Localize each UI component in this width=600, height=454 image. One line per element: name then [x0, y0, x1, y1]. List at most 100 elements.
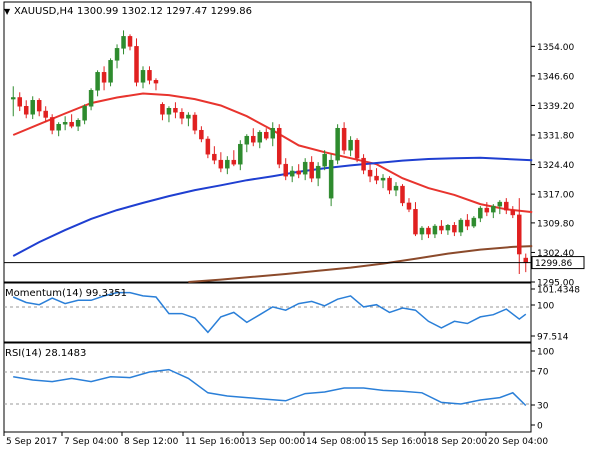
candle-bear [69, 121, 74, 127]
axis-tick-label: 100 [537, 302, 554, 312]
sma-blue-line [12, 156, 533, 257]
sma-red-line [12, 92, 533, 214]
price-tick-label: 1295.00 [537, 279, 574, 289]
candle-bear [205, 138, 211, 155]
candle-bear [153, 80, 159, 84]
price-tick-label: 1302.40 [537, 249, 574, 259]
price-tick-label: 1309.80 [537, 219, 574, 229]
candle-bear [517, 214, 522, 255]
candle-bull [322, 153, 327, 167]
candle-bull [56, 123, 61, 131]
axis-tick-label: 30 [537, 402, 549, 412]
candle-bear [296, 170, 301, 175]
chart-ohlc-label: 1300.99 1302.12 1297.47 1299.86 [77, 6, 252, 17]
time-tick-label: 15 Sep 16:00 [367, 437, 427, 447]
candle-bull [315, 165, 321, 179]
candle-bull [166, 108, 172, 115]
rsi-panel-frame [3, 342, 532, 433]
candle-bear [484, 207, 490, 213]
candle-bull [289, 170, 295, 177]
triangle-down-icon[interactable]: ▼ [4, 7, 11, 16]
time-tick-label: 8 Sep 12:00 [124, 437, 179, 447]
candle-bull [244, 135, 250, 145]
rsi-line [13, 368, 527, 407]
momentum-panel: 101.4348 100 97.514 [4, 286, 580, 343]
candle-bear [283, 163, 288, 177]
momentum-panel-frame [3, 282, 532, 343]
candle-bear [413, 209, 418, 235]
axis-tick-label: 97.514 [537, 333, 569, 343]
candle-bear [523, 257, 529, 263]
candle-bull [95, 72, 100, 91]
candle-bear [231, 159, 237, 165]
time-tick-label: 11 Sep 16:00 [185, 437, 245, 447]
candle-bull [270, 127, 275, 139]
candle-bear [426, 227, 431, 235]
candle-bear [49, 117, 55, 131]
candle-bull [302, 161, 308, 175]
candle-bear [400, 185, 405, 204]
candle-bull [445, 225, 451, 231]
price-tick-label: 1331.80 [537, 132, 574, 142]
candle-bull [478, 207, 483, 219]
candle-bull [121, 36, 126, 49]
time-tick-label: 14 Sep 08:00 [306, 437, 366, 447]
candle-bear [465, 219, 470, 227]
candle-bear [341, 127, 347, 151]
candle-bull [432, 225, 438, 235]
price-tick-label: 1324.40 [537, 161, 574, 171]
time-axis: 5 Sep 2017 7 Sep 04:00 8 Sep 12:00 11 Sep 1… [3, 432, 548, 447]
price-axis: 1354.00 1346.60 1339.20 1331.80 1324.40 1317.… [531, 43, 574, 289]
candle-bear [387, 177, 392, 191]
current-price-line: 1299.86 [4, 256, 585, 270]
candle-bear [192, 114, 198, 131]
candle-bull [75, 119, 81, 127]
candle-bear [147, 70, 152, 81]
candle-bull [328, 159, 334, 199]
candle-bear [439, 225, 444, 231]
candle-bull [491, 205, 496, 213]
candle-bull [380, 177, 386, 181]
candle-bull [393, 185, 399, 191]
momentum-line [12, 291, 527, 334]
candle-bull [10, 97, 16, 100]
axis-tick-label: 101.4348 [537, 286, 580, 296]
candle-bear [276, 127, 282, 165]
candle-bull [225, 159, 230, 169]
candle-bull [458, 219, 464, 233]
candle-bear [101, 72, 107, 83]
candle-bull [30, 100, 35, 115]
candle-bull [108, 60, 113, 83]
current-price-label: 1299.86 [535, 259, 572, 269]
candle-bull [348, 139, 353, 151]
current-price-tag [531, 256, 585, 270]
axis-tick-label: 70 [537, 368, 549, 378]
candle-bull [471, 217, 477, 227]
candle-bull [186, 114, 191, 119]
candle-bear [199, 129, 204, 140]
candle-bear [406, 202, 412, 210]
time-tick-label: 18 Sep 20:00 [427, 437, 487, 447]
candle-bear [309, 161, 314, 179]
candle-bear [374, 175, 379, 181]
candle-bear [160, 104, 165, 115]
axis-tick-label: 100 [537, 348, 554, 358]
candle-bear [127, 36, 133, 47]
candle-bear [251, 135, 256, 143]
price-tick-label: 1346.60 [537, 72, 574, 82]
sma-brown-line [188, 245, 533, 283]
candle-bull [419, 227, 425, 235]
time-tick-label: 20 Sep 04:00 [488, 437, 548, 447]
candle-bear [354, 139, 360, 159]
candle-bear [504, 201, 509, 211]
candle-bull [257, 131, 263, 143]
candle-bear [179, 112, 185, 119]
candle-bear [212, 153, 217, 161]
candlesticks [10, 30, 529, 275]
candle-bear [173, 108, 178, 113]
rsi-panel: 100 70 30 0 [4, 348, 554, 432]
candle-bull [82, 106, 87, 121]
panel-frames [3, 1, 532, 433]
